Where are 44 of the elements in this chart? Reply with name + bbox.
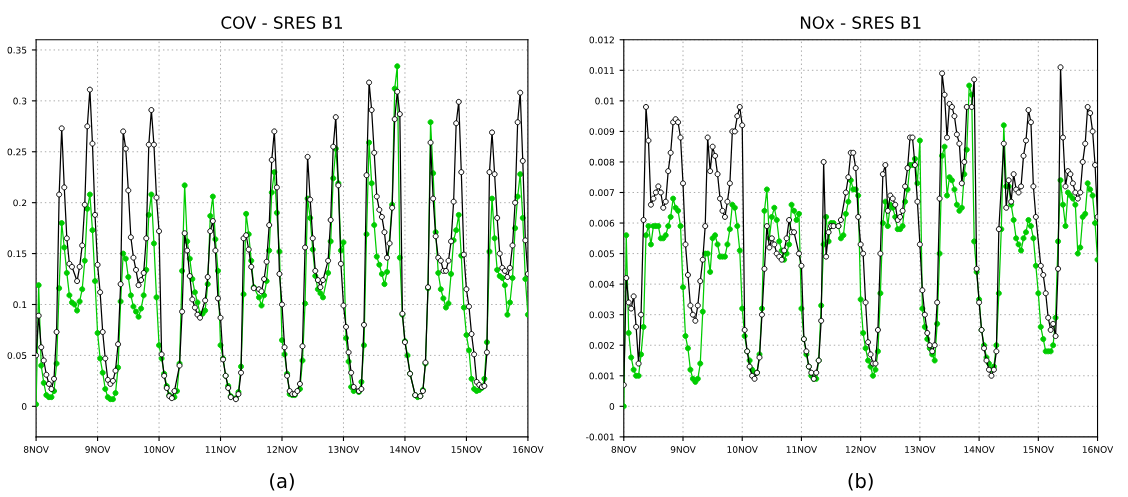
text: (a) bbox=[270, 473, 294, 491]
y-tick-label: 0.002 bbox=[589, 341, 614, 349]
x-tick-label: 8NOV bbox=[611, 446, 637, 453]
x-tick-label: 12NOV bbox=[845, 446, 877, 453]
y-tick-label: 0.25 bbox=[7, 148, 27, 156]
x-tick-label: 13NOV bbox=[905, 446, 936, 453]
text: (b) bbox=[848, 473, 873, 491]
y-tick-label: 0.003 bbox=[589, 311, 615, 319]
x-tick-label: 10NOV bbox=[144, 446, 175, 453]
x-tick-label: 9NOV bbox=[670, 446, 696, 453]
y-tick-label: 0.2 bbox=[13, 199, 27, 207]
y-tick-label: 0 bbox=[609, 403, 615, 410]
x-tick-label: 12NOV bbox=[267, 446, 298, 453]
x-tick-label: 16NOV bbox=[1082, 446, 1114, 453]
x-tick-label: 16NOV bbox=[513, 446, 544, 453]
x-tick-label: 11NOV bbox=[786, 446, 818, 453]
y-tick-label: 0.009 bbox=[589, 128, 615, 135]
x-tick-label: 13NOV bbox=[328, 446, 360, 453]
y-tick-label: -0.001 bbox=[586, 433, 614, 441]
x-tick-label: 15NOV bbox=[1023, 446, 1054, 453]
y-tick-label: 0.15 bbox=[7, 250, 27, 258]
x-tick-label: 8NOV bbox=[23, 446, 49, 453]
y-tick-label: 0.35 bbox=[7, 46, 27, 54]
y-tick-label: 0.001 bbox=[589, 372, 614, 380]
x-tick-label: 11NOV bbox=[205, 446, 237, 453]
y-tick-label: 0.006 bbox=[589, 219, 615, 227]
y-tick-label: 0.008 bbox=[589, 158, 615, 166]
x-tick-label: 10NOV bbox=[727, 446, 758, 453]
y-tick-label: 0.011 bbox=[589, 67, 614, 74]
x-tick-label: 15NOV bbox=[451, 446, 483, 453]
y-tick-label: 0.3 bbox=[13, 97, 27, 105]
x-tick-label: 14NOV bbox=[390, 446, 421, 453]
y-tick-label: 0.005 bbox=[589, 250, 614, 258]
chart-title: COV - SRES B1 bbox=[221, 16, 342, 29]
x-tick-label: 14NOV bbox=[964, 446, 995, 453]
y-tick-label: 0.007 bbox=[589, 189, 614, 197]
y-tick-label: 0.01 bbox=[595, 97, 614, 105]
x-tick-label: 9NOV bbox=[85, 446, 111, 453]
y-tick-label: 0.012 bbox=[589, 36, 614, 44]
chart-title: NOx - SRES B1 bbox=[800, 16, 921, 29]
y-tick-label: 0 bbox=[21, 403, 27, 410]
y-tick-label: 0.05 bbox=[7, 352, 27, 359]
y-tick-label: 0.1 bbox=[13, 301, 27, 309]
y-tick-label: 0.004 bbox=[589, 280, 615, 288]
